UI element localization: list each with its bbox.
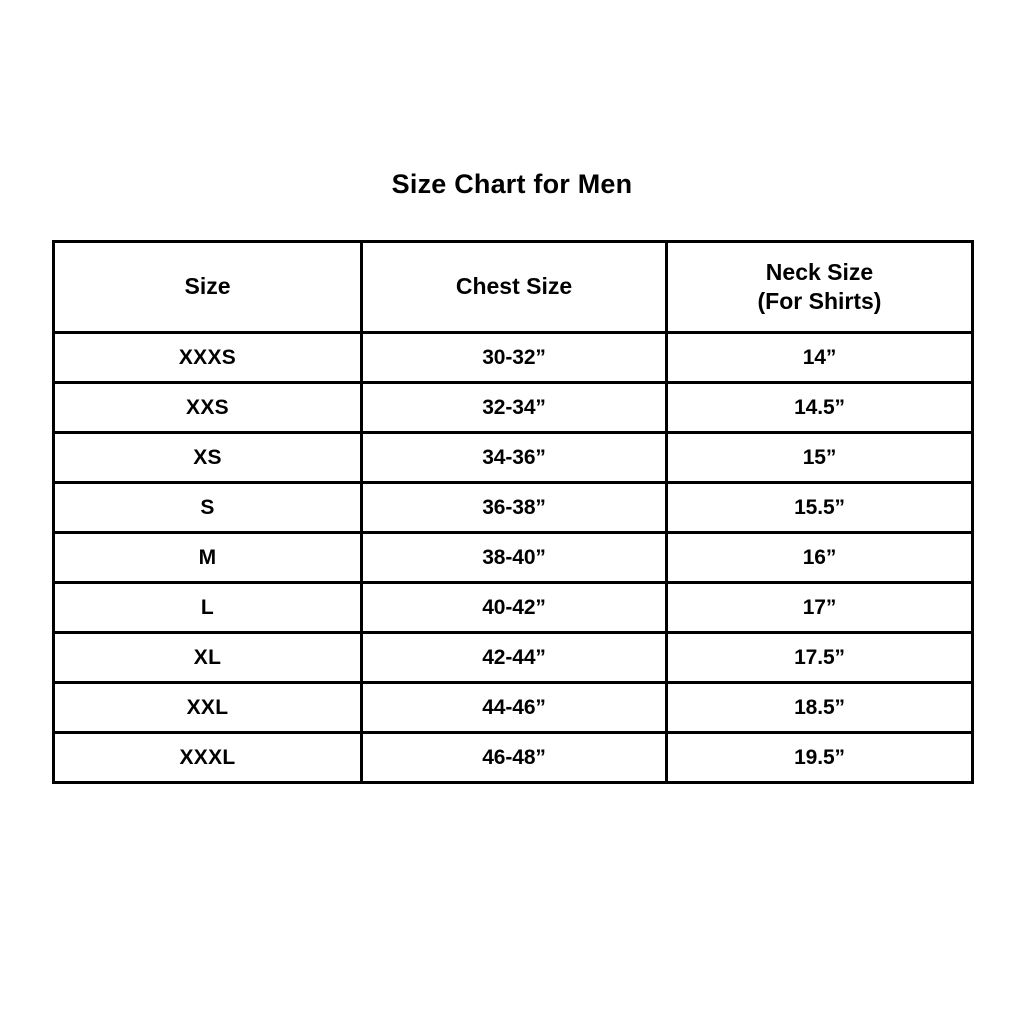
table-row: XXXS 30-32” 14” — [52, 331, 974, 384]
table-row: XS 34-36” 15” — [52, 431, 974, 484]
cell-size: XL — [52, 631, 363, 684]
column-header-chest-size: Chest Size — [360, 240, 668, 334]
table-header-row: Size Chest Size Neck Size (For Shirts) — [52, 240, 974, 334]
cell-size: XS — [52, 431, 363, 484]
cell-chest-size: 44-46” — [360, 681, 668, 734]
table-body: XXXS 30-32” 14” XXS 32-34” 14.5” XS 34-3… — [52, 331, 974, 784]
cell-chest-size: 34-36” — [360, 431, 668, 484]
column-header-neck-size-line2: (For Shirts) — [757, 288, 882, 314]
cell-size: M — [52, 531, 363, 584]
cell-size: S — [52, 481, 363, 534]
cell-size: XXXS — [52, 331, 363, 384]
table-row: XL 42-44” 17.5” — [52, 631, 974, 684]
table-row: XXL 44-46” 18.5” — [52, 681, 974, 734]
column-header-size-line1: Size — [184, 273, 231, 300]
table-row: M 38-40” 16” — [52, 531, 974, 584]
cell-chest-size: 36-38” — [360, 481, 668, 534]
size-chart-table-container: Size Chest Size Neck Size (For Shirts) X… — [52, 240, 974, 784]
cell-chest-size: 46-48” — [360, 731, 668, 784]
cell-chest-size: 38-40” — [360, 531, 668, 584]
cell-neck-size: 19.5” — [665, 731, 974, 784]
column-header-neck-size: Neck Size (For Shirts) — [665, 240, 974, 334]
table-header: Size Chest Size Neck Size (For Shirts) — [52, 240, 974, 334]
cell-neck-size: 16” — [665, 531, 974, 584]
cell-size: XXS — [52, 381, 363, 434]
column-header-chest-size-line1: Chest Size — [455, 273, 573, 300]
cell-neck-size: 15” — [665, 431, 974, 484]
cell-chest-size: 32-34” — [360, 381, 668, 434]
table-row: L 40-42” 17” — [52, 581, 974, 634]
cell-neck-size: 17” — [665, 581, 974, 634]
cell-chest-size: 40-42” — [360, 581, 668, 634]
page-title: Size Chart for Men — [391, 169, 633, 199]
cell-neck-size: 18.5” — [665, 681, 974, 734]
cell-neck-size: 15.5” — [665, 481, 974, 534]
column-header-neck-size-line1: Neck Size — [765, 258, 874, 285]
size-chart-table: Size Chest Size Neck Size (For Shirts) X… — [52, 240, 974, 784]
cell-neck-size: 14” — [665, 331, 974, 384]
cell-neck-size: 17.5” — [665, 631, 974, 684]
cell-size: XXL — [52, 681, 363, 734]
cell-neck-size: 14.5” — [665, 381, 974, 434]
cell-size: XXXL — [52, 731, 363, 784]
column-header-size: Size — [52, 240, 363, 334]
table-row: XXXL 46-48” 19.5” — [52, 731, 974, 784]
cell-chest-size: 42-44” — [360, 631, 668, 684]
cell-chest-size: 30-32” — [360, 331, 668, 384]
cell-size: L — [52, 581, 363, 634]
table-row: S 36-38” 15.5” — [52, 481, 974, 534]
table-row: XXS 32-34” 14.5” — [52, 381, 974, 434]
